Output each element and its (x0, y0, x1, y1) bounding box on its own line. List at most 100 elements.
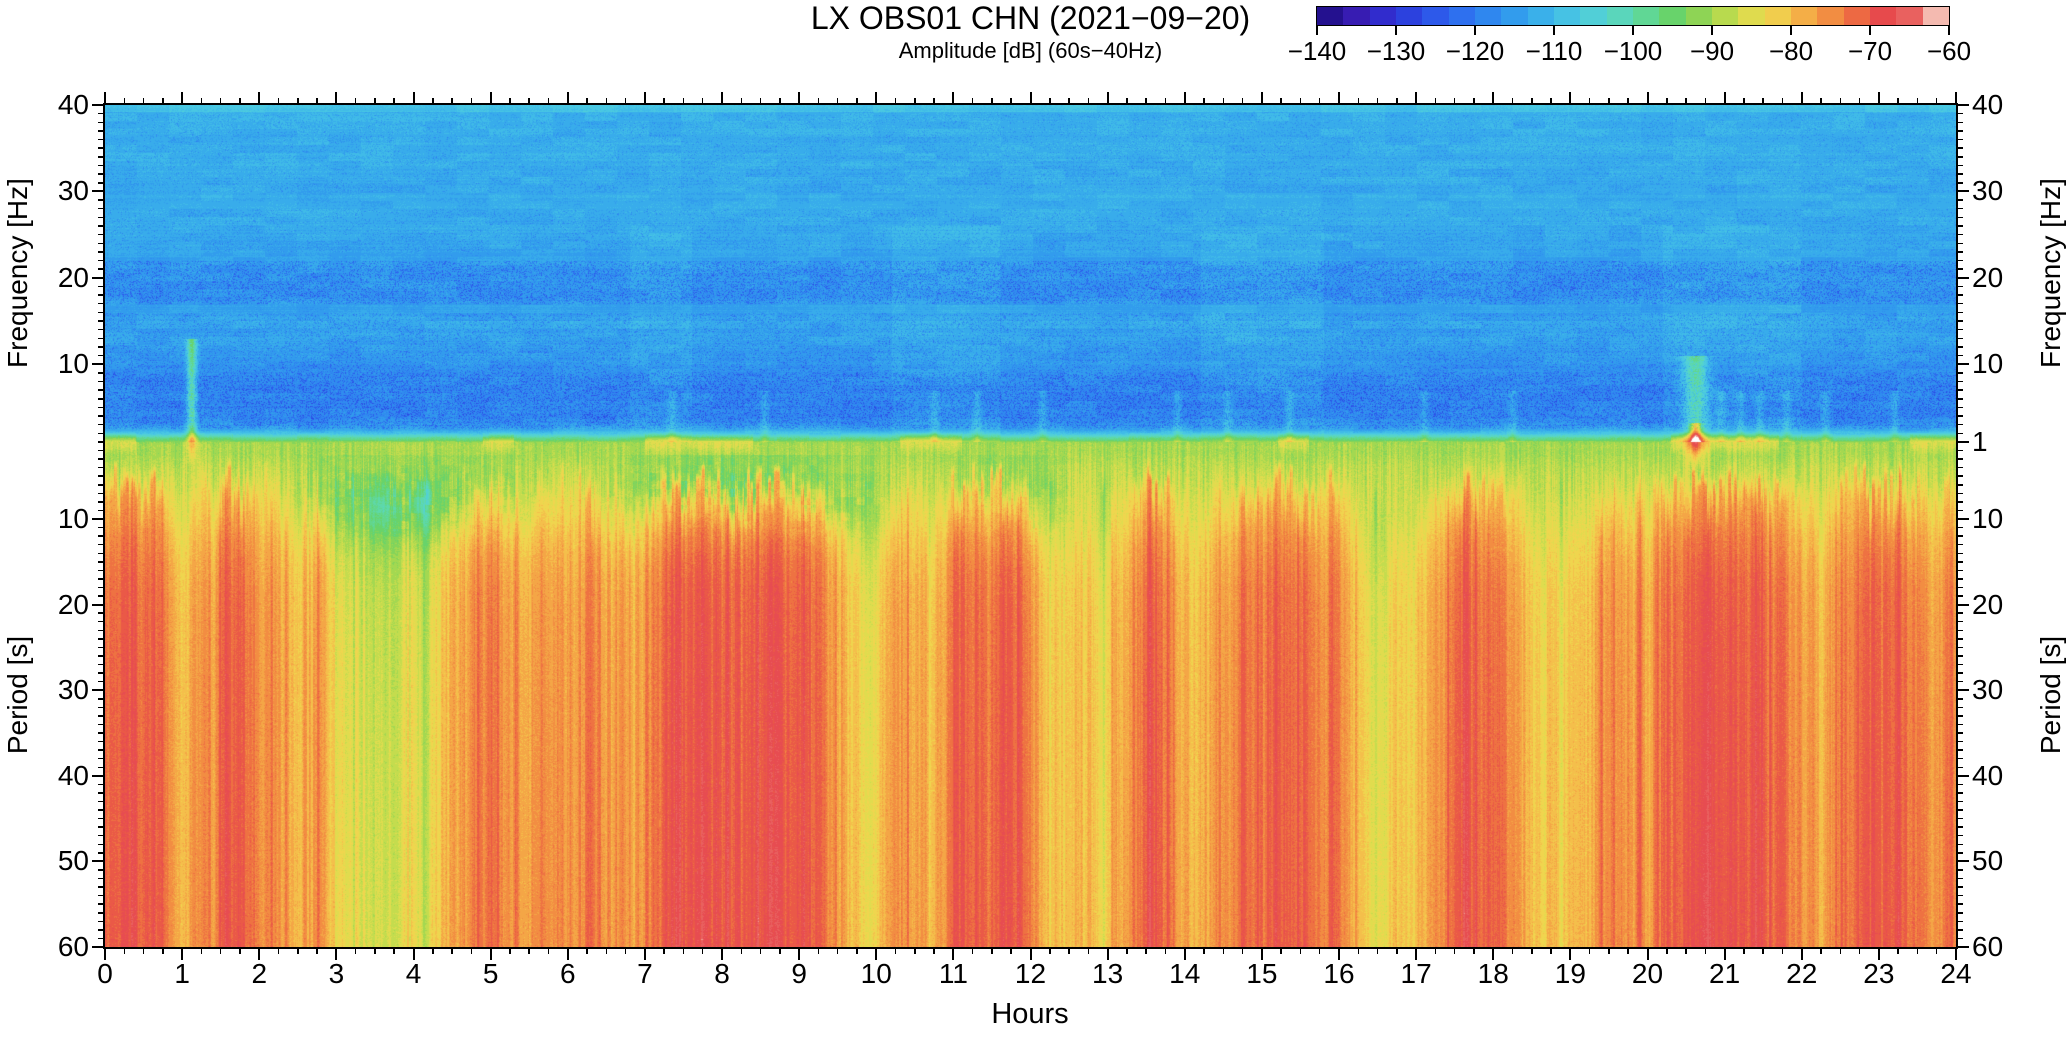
y-minor-tick-left (98, 484, 103, 486)
x-major-tick-top (412, 92, 415, 103)
y-minor-tick-left (98, 672, 103, 674)
x-minor-tick (894, 949, 897, 954)
x-major-tick-top (258, 92, 261, 103)
y-minor-tick-left (98, 509, 103, 512)
x-minor-tick-top (1511, 98, 1514, 103)
x-minor-tick-top (1396, 98, 1398, 103)
y-minor-tick-left (98, 173, 103, 175)
y-minor-tick-left (98, 869, 103, 871)
y-minor-tick-right (1958, 389, 1963, 391)
colorbar-tick (1869, 26, 1871, 35)
x-tick-label: 1 (174, 958, 190, 989)
y-minor-tick-right (1958, 302, 1963, 305)
x-tick-label: 12 (1014, 958, 1047, 989)
plot-subtitle: Amplitude [dB] (60s−40Hz) (898, 38, 1163, 63)
x-minor-tick (219, 949, 222, 954)
x-major-tick (798, 949, 801, 960)
y-minor-tick-left (98, 732, 103, 734)
colorbar-segment (1711, 7, 1739, 25)
y-minor-tick-left (98, 586, 103, 589)
x-minor-tick (1685, 949, 1687, 954)
x-minor-tick (1396, 949, 1398, 954)
x-minor-tick-top (1531, 98, 1533, 103)
x-minor-tick (1627, 949, 1629, 954)
x-minor-tick (856, 949, 858, 954)
y-minor-tick-left (98, 526, 103, 529)
period-major-tick-right (1958, 774, 1969, 777)
x-minor-tick-top (1897, 98, 1899, 103)
period-major-tick-right (1958, 603, 1969, 606)
period-tick-label-left: 10 (57, 503, 89, 535)
x-tick-label: 23 (1863, 958, 1895, 989)
x-axis-title: Hours (991, 998, 1069, 1030)
y-minor-tick-left (98, 680, 103, 683)
x-minor-tick-top (914, 98, 916, 103)
period-tick-label-right: 60 (1972, 931, 2004, 962)
y-minor-tick-left (98, 843, 103, 846)
x-major-tick (1492, 949, 1495, 960)
freq-major-tick-left (92, 104, 103, 106)
x-minor-tick (1473, 949, 1475, 954)
y-minor-tick-right (1958, 458, 1963, 460)
period-tick-label-left: 30 (57, 674, 89, 706)
x-minor-tick-top (239, 98, 241, 103)
x-minor-tick-top (509, 98, 511, 103)
x-minor-tick-top (817, 98, 820, 103)
freq-tick-label-right: 10 (1972, 348, 2004, 380)
x-minor-tick (1222, 949, 1225, 954)
y-minor-tick-left (98, 112, 103, 115)
x-minor-tick (1820, 949, 1822, 954)
y-minor-tick-right (1958, 147, 1963, 149)
x-major-tick-top (1029, 92, 1032, 103)
x-minor-tick (1666, 949, 1668, 954)
x-minor-tick-top (277, 98, 280, 103)
y-minor-tick-left (98, 655, 103, 657)
y-minor-tick-left (98, 698, 103, 700)
x-minor-tick (1858, 949, 1861, 954)
x-tick-label: 11 (938, 958, 968, 989)
x-minor-tick (1357, 949, 1360, 954)
x-minor-tick-top (451, 98, 453, 103)
period-tick-label-right: 20 (1972, 588, 2004, 620)
y-minor-tick-left (98, 380, 103, 383)
x-minor-tick-top (393, 98, 395, 103)
x-major-tick-top (1415, 92, 1418, 103)
x-minor-tick (297, 949, 299, 954)
y-minor-tick-right (1958, 526, 1963, 529)
x-minor-tick (682, 949, 685, 954)
x-major-tick-top (643, 92, 646, 103)
x-minor-tick (1916, 949, 1919, 954)
y-minor-tick-right (1958, 380, 1963, 383)
y-minor-tick-left (98, 852, 103, 854)
y-minor-tick-left (98, 595, 103, 597)
x-minor-tick (432, 949, 434, 954)
y-minor-tick-right (1958, 612, 1963, 614)
x-minor-tick (1164, 949, 1167, 954)
x-tick-label: 17 (1400, 958, 1432, 989)
x-major-tick (258, 949, 261, 960)
y-minor-tick-right (1958, 492, 1963, 495)
freq-tick-label-left: 40 (57, 89, 89, 120)
y-minor-tick-right (1958, 894, 1963, 897)
y-minor-tick-left (98, 912, 103, 914)
x-major-tick (489, 949, 492, 960)
x-major-tick (1338, 949, 1340, 960)
y-minor-tick-left (98, 216, 103, 219)
y-minor-tick-right (1958, 817, 1963, 820)
x-tick-label: 15 (1246, 958, 1278, 989)
x-major-tick (1955, 949, 1957, 960)
freq-major-tick-right (1958, 276, 1969, 279)
x-minor-tick-top (1839, 98, 1842, 103)
period-tick-label-left: 60 (57, 931, 89, 962)
colorbar-segment (1817, 7, 1844, 25)
x-minor-tick (759, 949, 762, 954)
colorbar-segment (1422, 7, 1449, 25)
x-tick-label: 6 (559, 958, 576, 989)
y-minor-tick-left (98, 817, 103, 820)
period-tick-label-right: 40 (1972, 759, 2004, 791)
x-major-tick (1877, 949, 1880, 960)
y-minor-tick-right (1958, 372, 1963, 374)
y-minor-tick-right (1958, 586, 1963, 589)
x-tick-label: 5 (482, 958, 499, 989)
